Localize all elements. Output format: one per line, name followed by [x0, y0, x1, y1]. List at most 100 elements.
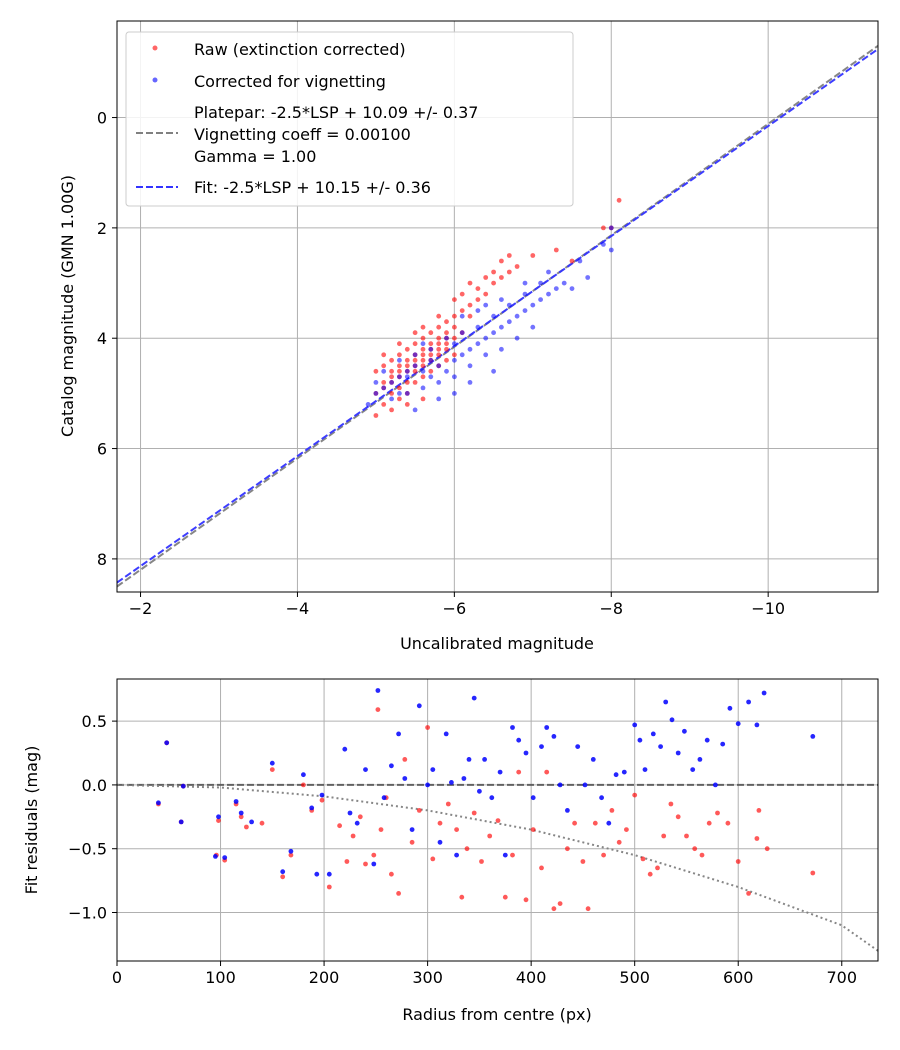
data-point: [725, 820, 731, 826]
data-point: [452, 341, 457, 347]
data-point: [428, 330, 434, 336]
data-point: [506, 253, 512, 258]
data-point: [557, 782, 563, 788]
data-point: [381, 795, 387, 801]
data-point: [269, 767, 275, 772]
x-tick-label: −2: [129, 599, 153, 618]
data-point: [754, 722, 760, 728]
data-point: [467, 363, 473, 369]
data-point: [412, 380, 418, 385]
data-point: [402, 757, 408, 762]
data-point: [464, 846, 470, 852]
data-point: [467, 346, 473, 352]
data-point: [487, 833, 493, 839]
legend: Raw (extinction corrected) Corrected for…: [125, 31, 574, 207]
data-point: [420, 341, 426, 347]
data-point: [288, 848, 294, 854]
data-point: [459, 894, 465, 900]
data-point: [404, 357, 410, 363]
data-point: [404, 374, 410, 380]
data-point: [373, 380, 379, 385]
data-point: [436, 313, 442, 319]
data-point: [551, 906, 557, 912]
data-point: [642, 767, 648, 772]
data-point: [475, 286, 481, 291]
x-tick-label: −4: [286, 599, 310, 618]
data-point: [499, 324, 504, 330]
legend-label-corrected: Corrected for vignetting: [194, 72, 386, 91]
data-point: [746, 891, 751, 896]
data-point: [477, 788, 482, 794]
x-tick-label: 600: [723, 968, 754, 987]
data-point: [746, 699, 751, 705]
data-point: [420, 357, 426, 363]
data-point: [389, 763, 394, 769]
data-point: [483, 352, 489, 358]
data-point: [354, 820, 360, 826]
data-point: [475, 308, 481, 313]
data-point: [514, 264, 520, 269]
data-point: [459, 313, 465, 319]
data-point: [810, 870, 816, 876]
y-tick-label: 6: [97, 440, 107, 459]
data-point: [420, 385, 426, 391]
data-point: [467, 313, 473, 319]
data-point: [425, 782, 430, 788]
data-point: [616, 839, 622, 845]
data-point: [499, 297, 504, 302]
data-point: [428, 357, 434, 363]
data-point: [499, 275, 504, 280]
data-point: [682, 728, 687, 734]
x-tick-label: 300: [412, 968, 443, 987]
data-point: [637, 737, 643, 743]
data-point: [381, 380, 387, 385]
x-tick-label: −10: [751, 599, 785, 618]
data-point: [244, 824, 249, 830]
data-point: [569, 258, 575, 264]
data-point: [475, 324, 481, 330]
vignetting-line: [116, 783, 879, 952]
data-point: [452, 313, 457, 319]
data-point: [699, 852, 705, 858]
data-point: [397, 357, 402, 363]
data-point: [727, 705, 733, 711]
data-point: [553, 247, 559, 253]
data-point: [397, 341, 402, 347]
data-point: [510, 852, 515, 858]
data-point: [436, 324, 442, 330]
data-point: [314, 871, 320, 877]
data-point: [389, 368, 394, 374]
data-point: [381, 368, 387, 374]
data-point: [697, 757, 703, 762]
data-point: [301, 772, 306, 778]
data-point: [397, 352, 402, 358]
data-point: [449, 780, 454, 785]
y-tick-label: 0: [97, 109, 107, 128]
data-point: [430, 767, 436, 772]
data-point: [452, 357, 457, 363]
data-point: [715, 810, 720, 816]
bottom-ticks: 0 100 200 300 400 500 600 700 0.5 0.0 −0.5 −1.0: [68, 712, 857, 987]
data-point: [216, 814, 221, 820]
legend-label-gamma: Gamma = 1.00: [194, 147, 316, 166]
data-point: [412, 368, 418, 374]
data-point: [522, 291, 528, 297]
data-point: [538, 280, 543, 286]
data-point: [430, 856, 436, 862]
data-point: [516, 737, 522, 743]
data-point: [396, 731, 401, 737]
data-point: [491, 280, 496, 286]
data-point: [180, 783, 186, 789]
data-point: [397, 391, 402, 396]
data-point: [420, 324, 426, 330]
data-point: [467, 280, 473, 286]
data-point: [375, 707, 381, 712]
data-point: [373, 413, 379, 418]
x-tick-label: 500: [619, 968, 650, 987]
data-point: [350, 833, 356, 839]
data-point: [396, 891, 401, 896]
data-point: [606, 820, 612, 826]
data-point: [178, 819, 184, 825]
data-point: [655, 865, 660, 871]
data-point: [436, 346, 442, 352]
